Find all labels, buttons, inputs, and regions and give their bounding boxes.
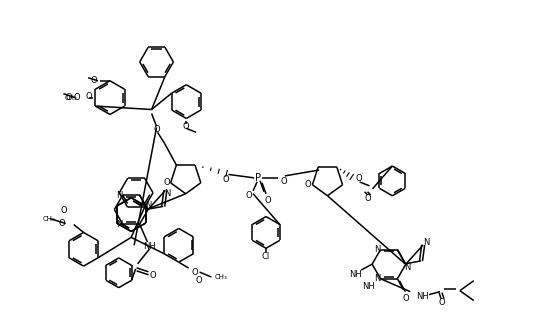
Text: O: O	[191, 267, 198, 277]
Text: O: O	[58, 219, 65, 228]
Text: N: N	[374, 245, 381, 254]
Text: O: O	[364, 194, 371, 203]
Text: N: N	[164, 189, 170, 198]
Text: O: O	[66, 93, 72, 102]
Text: O: O	[304, 180, 311, 189]
Text: O: O	[149, 271, 156, 280]
Text: O: O	[355, 174, 362, 184]
Text: P: P	[255, 173, 261, 183]
Text: NH: NH	[349, 269, 362, 279]
Text: O: O	[265, 196, 271, 205]
Text: NH: NH	[416, 292, 429, 301]
Text: O: O	[195, 275, 202, 285]
Text: CH₃: CH₃	[42, 215, 55, 221]
Text: O: O	[438, 298, 445, 307]
Text: CH₃: CH₃	[215, 274, 228, 280]
Text: N: N	[145, 201, 152, 210]
Text: O: O	[246, 191, 252, 200]
Text: O: O	[183, 122, 190, 131]
Text: NH: NH	[362, 282, 375, 291]
Text: NH: NH	[143, 241, 156, 250]
Text: O: O	[86, 92, 92, 101]
Text: O: O	[280, 177, 287, 186]
Text: O: O	[402, 294, 408, 303]
Text: O: O	[74, 93, 80, 102]
Text: O: O	[222, 175, 229, 184]
Text: O: O	[91, 76, 98, 85]
Text: N: N	[404, 263, 410, 272]
Text: O: O	[61, 206, 67, 215]
Text: O: O	[153, 125, 160, 134]
Text: N: N	[374, 274, 381, 283]
Text: N: N	[116, 190, 123, 199]
Text: N: N	[423, 239, 429, 247]
Text: N: N	[116, 220, 123, 229]
Text: CH₃: CH₃	[65, 95, 78, 101]
Text: Cl: Cl	[262, 252, 270, 261]
Text: O: O	[163, 178, 170, 187]
